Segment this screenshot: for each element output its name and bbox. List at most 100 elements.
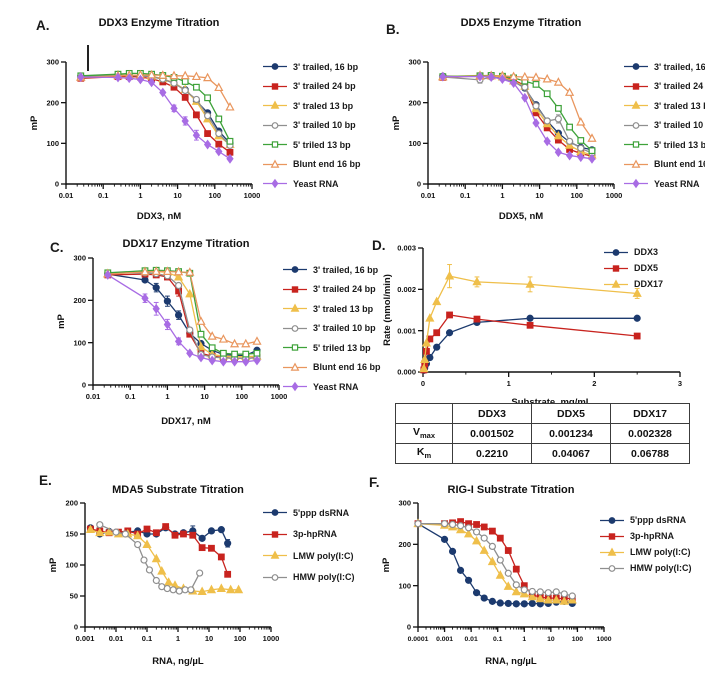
chart-legend: 5'ppp dsRNA 3p-hpRNA LMW poly(I:C) HMW poly… (599, 512, 691, 576)
legend-item: 3p-hpRNA (262, 524, 354, 546)
svg-text:300: 300 (398, 499, 411, 508)
triangle-filled-marker-icon (263, 100, 287, 109)
svg-text:100: 100 (46, 139, 59, 148)
circle-open-marker-icon (600, 564, 624, 572)
panel-letter: E. (39, 473, 52, 488)
circle-open-marker-icon (283, 324, 307, 332)
svg-text:1: 1 (522, 636, 526, 643)
svg-text:0.000: 0.000 (397, 368, 416, 377)
svg-text:0.1: 0.1 (493, 636, 503, 643)
legend-item: 3' trailed, 16 bp (623, 57, 705, 77)
ddx3-titration-chart: 0 100 200 300 0.01 0.1 1 10 100 1000 DDX3, nM mP (29, 58, 261, 222)
chart-title: DDX17 Enzyme Titration (122, 238, 250, 250)
triangle-open-marker-icon (283, 362, 307, 371)
svg-text:1000: 1000 (244, 191, 261, 200)
legend-label: 5' triled 13 bp (293, 139, 351, 150)
svg-text:0.01: 0.01 (59, 191, 74, 200)
svg-text:0: 0 (421, 379, 425, 388)
svg-text:1: 1 (138, 191, 142, 200)
legend-label: 3' traled 13 bp (654, 100, 705, 111)
legend-item: 3' traled 13 bp (262, 96, 361, 116)
svg-text:100: 100 (73, 338, 86, 347)
svg-text:0.001: 0.001 (436, 636, 453, 643)
circle-filled-marker-icon (604, 248, 628, 256)
km-ddx17: 0.06788 (610, 443, 690, 464)
legend-label: Blunt end 16 bp (654, 159, 705, 170)
legend-item: DDX17 (603, 276, 663, 292)
square-open-marker-icon (624, 141, 648, 148)
svg-text:0.01: 0.01 (465, 636, 478, 643)
svg-text:100: 100 (65, 561, 78, 570)
vmax-ddx17: 0.002328 (610, 423, 690, 444)
legend-item: DDX3 (603, 244, 663, 260)
svg-text:2: 2 (592, 379, 596, 388)
table-header-ddx17: DDX17 (610, 403, 690, 424)
legend-item: Yeast RNA (623, 174, 705, 194)
legend-label: Yeast RNA (654, 178, 700, 189)
legend-label: DDX3 (634, 247, 659, 257)
legend-label: 3' traled 13 bp (293, 100, 354, 111)
circle-filled-marker-icon (263, 509, 287, 517)
svg-text:0.002: 0.002 (397, 285, 416, 294)
svg-text:Substrate, mg/mL: Substrate, mg/mL (511, 397, 591, 408)
svg-text:0.001: 0.001 (397, 326, 416, 335)
legend-label: 3' trailed, 16 bp (293, 61, 359, 72)
svg-text:0.1: 0.1 (142, 634, 152, 643)
svg-text:200: 200 (65, 499, 78, 508)
legend-item: Blunt end 16 bp (262, 155, 361, 175)
triangle-filled-marker-icon (624, 100, 648, 109)
legend-label: 5' triled 13 bp (654, 139, 705, 150)
chart-legend: DDX3 DDX5 DDX17 (603, 244, 663, 292)
triangle-filled-marker-icon (263, 550, 287, 559)
circle-open-marker-icon (624, 121, 648, 129)
legend-item: 3' trailed, 16 bp (282, 260, 381, 280)
legend-label: 3' trailed 10 bp (313, 323, 376, 334)
svg-text:1: 1 (507, 379, 511, 388)
legend-item: DDX5 (603, 260, 663, 276)
svg-text:200: 200 (398, 540, 411, 549)
square-filled-marker-icon (624, 83, 648, 90)
legend-item: 3' traled 13 bp (623, 96, 705, 116)
legend-item: 5'ppp dsRNA (262, 502, 354, 524)
svg-text:RNA, ng/µL: RNA, ng/µL (152, 656, 204, 667)
svg-text:0.01: 0.01 (421, 191, 436, 200)
triangle-filled-marker-icon (604, 279, 628, 288)
legend-label: DDX17 (634, 279, 664, 289)
legend-label: Yeast RNA (313, 381, 359, 392)
panel-ddx3-titration: A. DDX3 Enzyme Titration 0 100 200 300 0.01 0… (28, 10, 365, 230)
table-header-ddx3: DDX3 (452, 403, 532, 424)
legend-item: 5' triled 13 bp (282, 338, 381, 358)
legend-label: Blunt end 16 bp (293, 159, 361, 170)
table-header-row: DDX3 DDX5 DDX17 (395, 403, 690, 424)
panel-letter: F. (369, 475, 380, 490)
svg-text:1: 1 (176, 634, 180, 643)
legend-item: 3' traled 13 bp (282, 299, 381, 319)
svg-text:mP: mP (56, 313, 67, 328)
legend-label: HMW poly(I:C) (630, 563, 692, 573)
svg-text:100: 100 (398, 581, 411, 590)
svg-text:0.1: 0.1 (460, 191, 470, 200)
svg-text:RNA, ng/µL: RNA, ng/µL (485, 656, 537, 667)
kinetics-chart: 0.000 0.001 0.002 0.003 0 1 2 3 Substrate, mg/mL… (382, 244, 682, 408)
ddx5-titration-chart: 0 100 200 300 0.01 0.1 1 10 100 1000 DDX5, nM mP (391, 58, 622, 222)
legend-label: Yeast RNA (293, 178, 339, 189)
svg-text:3: 3 (678, 379, 682, 388)
chart-title: MDA5 Substrate Titration (112, 484, 244, 496)
chart-legend: 3' trailed, 16 bp 3' trailed 24 bp 3' tral… (262, 57, 361, 194)
chart-title: RIG-I Substrate Titration (447, 484, 575, 496)
square-filled-marker-icon (283, 286, 307, 293)
legend-label: LMW poly(I:C) (630, 547, 691, 557)
legend-item: Blunt end 16 bp (282, 358, 381, 378)
square-filled-marker-icon (600, 532, 624, 540)
svg-text:DDX17, nM: DDX17, nM (161, 416, 211, 427)
chart-title: DDX5 Enzyme Titration (460, 17, 582, 29)
svg-text:0: 0 (74, 623, 78, 632)
legend-item: Blunt end 16 bp (623, 155, 705, 175)
triangle-filled-marker-icon (600, 547, 624, 556)
legend-item: 3' trailed 10 bp (623, 116, 705, 136)
svg-text:1: 1 (165, 392, 169, 401)
mda5-titration-chart: 0 50 100 150 200 0.001 0.01 0.1 1 10 100 1000 RNA, n… (48, 499, 279, 667)
svg-text:200: 200 (408, 98, 421, 107)
km-ddx3: 0.2210 (452, 443, 532, 464)
legend-label: 3' traled 13 bp (313, 303, 374, 314)
